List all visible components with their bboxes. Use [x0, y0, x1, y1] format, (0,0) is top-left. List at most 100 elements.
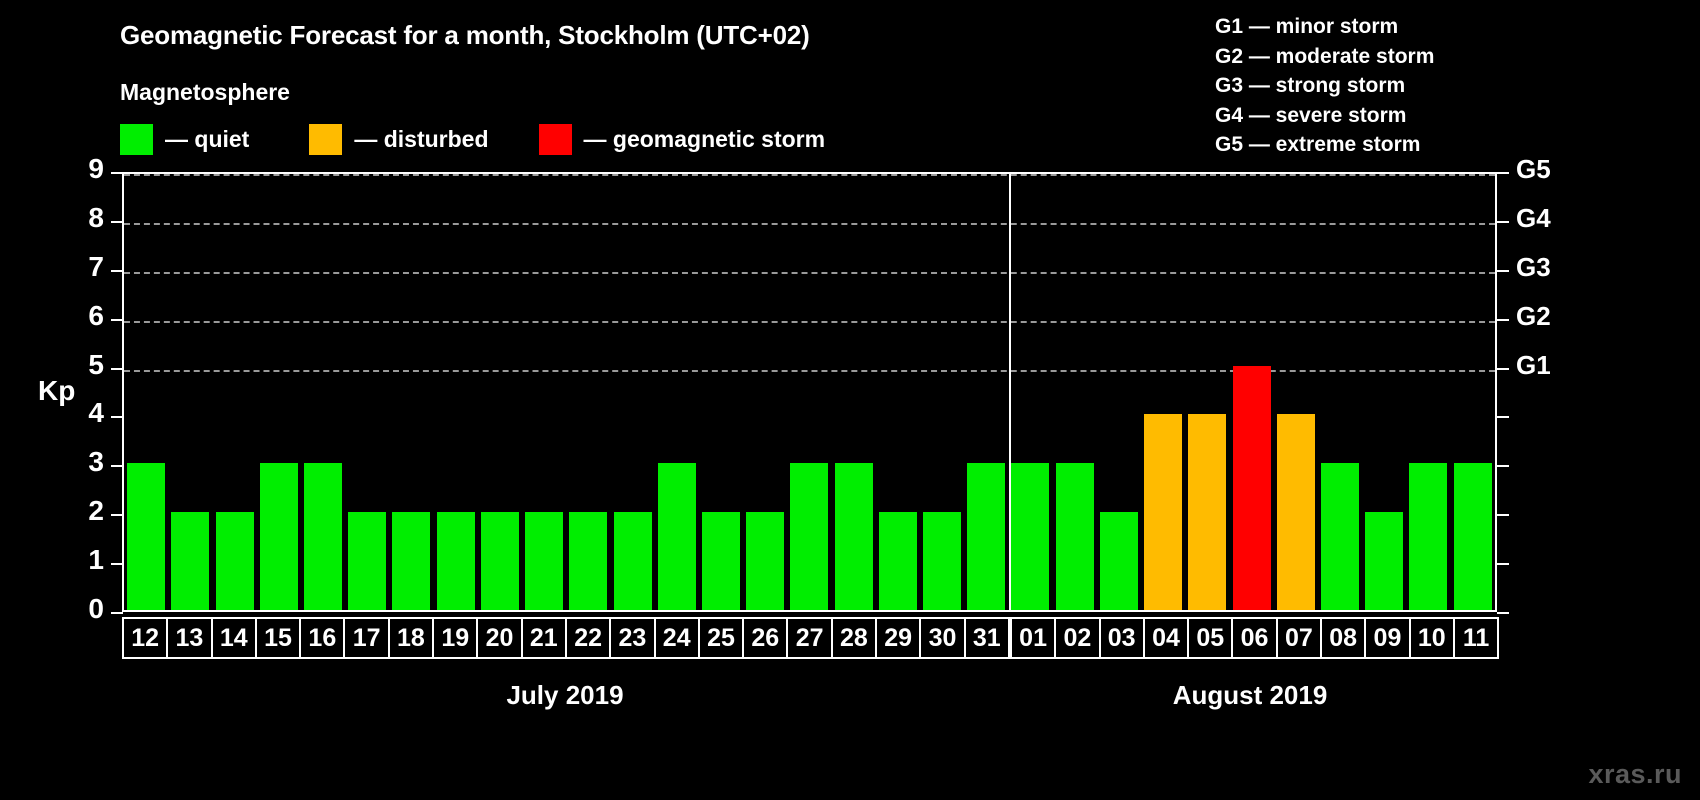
bar-cell — [257, 174, 301, 610]
date-label-03[interactable]: 03 — [1098, 617, 1145, 659]
g-tick-label-g1: G1 — [1516, 349, 1551, 380]
date-label-15[interactable]: 15 — [254, 617, 302, 659]
date-label-27[interactable]: 27 — [786, 617, 833, 659]
bar-09[interactable] — [1365, 512, 1404, 610]
bar-21[interactable] — [525, 512, 564, 610]
bar-29[interactable] — [878, 512, 917, 610]
y-tick-label-3: 3 — [88, 446, 104, 478]
storm-scale-line-g4: G4 — severe storm — [1215, 103, 1407, 127]
date-label-12[interactable]: 12 — [122, 617, 169, 659]
bar-13[interactable] — [171, 512, 210, 610]
g-minor-tick-1 — [1497, 563, 1509, 566]
bar-cell — [1053, 174, 1097, 610]
y-tick-label-9: 9 — [88, 153, 104, 184]
legend-item-disturbed: — disturbed — [309, 122, 489, 156]
date-label-18[interactable]: 18 — [387, 617, 435, 659]
g-tick-label-g4: G4 — [1516, 202, 1551, 233]
storm-scale-line-g2: G2 — moderate storm — [1215, 44, 1435, 68]
g-tick-mark-g2 — [1497, 318, 1509, 321]
bar-04[interactable] — [1144, 414, 1183, 610]
bar-cell — [1274, 174, 1318, 610]
date-label-19[interactable]: 19 — [432, 617, 479, 659]
y-tick-label-8: 8 — [88, 201, 104, 233]
date-label-08[interactable]: 08 — [1320, 617, 1367, 659]
g-tick-label-g2: G2 — [1516, 300, 1551, 331]
storm-scale-line-g3: G3 — strong storm — [1215, 74, 1406, 97]
legend-label-storm: — geomagnetic storm — [583, 125, 826, 152]
bar-17[interactable] — [348, 512, 387, 610]
y-tick-label-6: 6 — [88, 299, 104, 331]
y-tick-label-7: 7 — [88, 250, 104, 282]
bar-cell — [389, 174, 433, 610]
watermark: xras.ru — [1588, 759, 1682, 789]
bar-26[interactable] — [746, 512, 785, 610]
bar-25[interactable] — [701, 512, 740, 610]
bar-cell — [1097, 174, 1141, 610]
bar-31[interactable] — [967, 463, 1006, 610]
bar-cell — [1141, 174, 1185, 610]
bar-14[interactable] — [215, 512, 254, 610]
bar-07[interactable] — [1276, 414, 1315, 610]
date-label-17[interactable]: 17 — [343, 617, 390, 659]
bar-03[interactable] — [1099, 512, 1138, 610]
gridline-kp-5 — [124, 369, 1495, 372]
date-label-13[interactable]: 13 — [166, 617, 213, 659]
date-label-30[interactable]: 30 — [919, 617, 966, 659]
date-label-25[interactable]: 25 — [697, 617, 745, 659]
bar-18[interactable] — [392, 512, 431, 610]
date-label-16[interactable]: 16 — [299, 617, 346, 659]
date-label-14[interactable]: 14 — [210, 617, 257, 659]
date-label-02[interactable]: 02 — [1054, 617, 1101, 659]
month-caption-july: July 2019 — [506, 680, 624, 710]
date-label-01[interactable]: 01 — [1009, 617, 1057, 659]
y-tick-label-0: 0 — [88, 593, 104, 624]
date-label-29[interactable]: 29 — [875, 617, 922, 659]
date-label-24[interactable]: 24 — [653, 617, 700, 659]
bar-01[interactable] — [1011, 463, 1050, 610]
date-label-20[interactable]: 20 — [476, 617, 523, 659]
date-axis: 12 13 14 15 16 17 18 19 20 21 22 23 24 25 26 27 28 29 30 31… — [122, 617, 1500, 659]
date-label-10[interactable]: 10 — [1408, 617, 1455, 659]
bar-24[interactable] — [657, 463, 696, 610]
bar-16[interactable] — [303, 463, 342, 610]
bar-cell — [168, 174, 212, 610]
date-label-09[interactable]: 09 — [1364, 617, 1411, 659]
date-label-05[interactable]: 05 — [1187, 617, 1234, 659]
y-tick-mark-9 — [111, 172, 123, 174]
g-minor-tick-4 — [1497, 416, 1509, 419]
bar-23[interactable] — [613, 512, 652, 610]
orange-square-icon — [309, 123, 343, 155]
bar-cell — [876, 174, 920, 610]
g-tick-mark-g4 — [1497, 220, 1509, 223]
date-label-28[interactable]: 28 — [830, 617, 878, 659]
bar-10[interactable] — [1409, 463, 1448, 610]
bar-12[interactable] — [127, 463, 166, 610]
bar-20[interactable] — [480, 512, 519, 610]
bar-08[interactable] — [1321, 463, 1360, 610]
g-tick-label-g3: G3 — [1516, 251, 1551, 282]
bar-19[interactable] — [436, 512, 475, 610]
date-label-07[interactable]: 07 — [1275, 617, 1323, 659]
date-label-04[interactable]: 04 — [1142, 617, 1190, 659]
legend-label-quiet: — quiet — [165, 125, 250, 152]
date-label-11[interactable]: 11 — [1452, 617, 1500, 659]
y-tick-mark-0 — [111, 612, 123, 614]
bar-28[interactable] — [834, 463, 873, 610]
bar-11[interactable] — [1453, 463, 1492, 610]
date-label-31[interactable]: 31 — [963, 617, 1010, 659]
date-label-06[interactable]: 06 — [1231, 617, 1278, 659]
date-label-22[interactable]: 22 — [564, 617, 612, 659]
bar-30[interactable] — [923, 512, 962, 610]
bar-cell — [1229, 174, 1273, 610]
bar-05[interactable] — [1188, 414, 1227, 610]
bar-02[interactable] — [1055, 463, 1094, 610]
storm-scale-legend: G1 — minor storm G2 — moderate storm G3 … — [1215, 12, 1434, 160]
bar-06[interactable] — [1232, 365, 1271, 610]
date-label-26[interactable]: 26 — [742, 617, 789, 659]
date-label-21[interactable]: 21 — [520, 617, 567, 659]
bar-15[interactable] — [259, 463, 298, 610]
magnetosphere-legend: — quiet — disturbed — geomagnetic storm — [120, 122, 825, 156]
bar-22[interactable] — [569, 512, 608, 610]
date-label-23[interactable]: 23 — [609, 617, 656, 659]
bar-27[interactable] — [790, 463, 829, 610]
